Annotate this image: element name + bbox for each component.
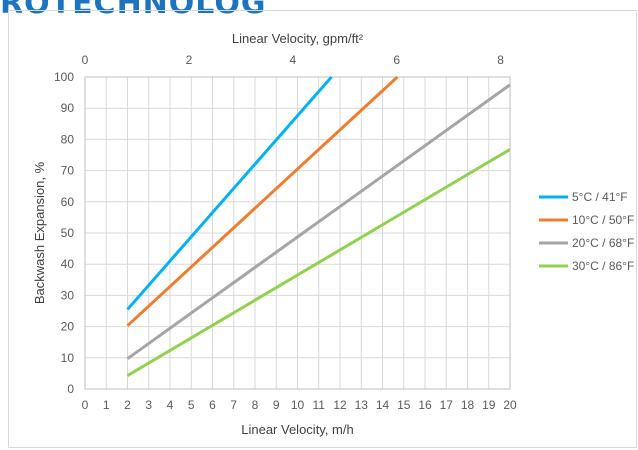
- y-tick-label: 50: [61, 226, 75, 240]
- y-tick-label: 10: [61, 351, 75, 365]
- x-bottom-tick-label: 0: [82, 398, 89, 412]
- x-bottom-tick-label: 2: [124, 398, 131, 412]
- x-bottom-tick-label: 10: [291, 398, 305, 412]
- y-tick-label: 90: [61, 101, 75, 115]
- y-tick-label: 0: [67, 382, 74, 396]
- y-tick-label: 30: [61, 288, 75, 302]
- x-bottom-tick-label: 13: [355, 398, 369, 412]
- x-bottom-tick-label: 1: [103, 398, 110, 412]
- legend-label: 5°C / 41°F: [572, 190, 628, 204]
- series-line: [126, 83, 511, 360]
- series-line: [126, 76, 333, 311]
- legend-label: 30°C / 86°F: [572, 259, 634, 273]
- plot-area-border: [84, 76, 511, 390]
- series-line: [126, 75, 399, 327]
- x-bottom-tick-label: 12: [333, 398, 347, 412]
- x-bottom-axis-title: Linear Velocity, m/h: [241, 422, 353, 437]
- series-lines: [126, 75, 511, 377]
- x-top-tick-label: 8: [497, 53, 504, 67]
- x-top-tick-label: 0: [82, 53, 89, 67]
- y-tick-label: 40: [61, 257, 75, 271]
- x-bottom-tick-label: 11: [313, 398, 326, 412]
- series-line: [126, 148, 511, 377]
- x-top-tick-label: 2: [186, 53, 193, 67]
- x-top-tick-label: 4: [289, 53, 296, 67]
- legend: 5°C / 41°F 10°C / 50°F 20°C / 68°F 30°C / 8…: [539, 190, 634, 273]
- x-bottom-tick-label: 4: [167, 398, 174, 412]
- x-bottom-tick-label: 5: [188, 398, 195, 412]
- y-axis-title: Backwash Expansion, %: [32, 161, 47, 304]
- x-bottom-tick-label: 18: [461, 398, 475, 412]
- legend-label: 20°C / 68°F: [572, 236, 634, 250]
- x-bottom-tick-label: 3: [145, 398, 152, 412]
- y-tick-label: 100: [54, 70, 74, 84]
- y-tick-label: 80: [61, 132, 75, 146]
- x-bottom-tick-label: 19: [482, 398, 496, 412]
- legend-label: 10°C / 50°F: [572, 213, 634, 227]
- y-tick-label: 20: [61, 320, 75, 334]
- x-bottom-tick-label: 16: [418, 398, 432, 412]
- x-bottom-tick-label: 20: [503, 398, 517, 412]
- x-top-tick-label: 6: [393, 53, 400, 67]
- axes: 0 1 2 3 4 5 6 7 8 9 10 11 12 13 14 15 16 17 18 19 200 2 4 6 8010…: [32, 31, 517, 437]
- x-bottom-tick-label: 17: [440, 398, 454, 412]
- x-bottom-tick-label: 6: [209, 398, 216, 412]
- chart-area-border: [8, 10, 637, 448]
- x-bottom-tick-label: 8: [252, 398, 259, 412]
- x-bottom-tick-label: 15: [397, 398, 411, 412]
- x-bottom-tick-label: 9: [273, 398, 280, 412]
- x-bottom-tick-label: 14: [376, 398, 390, 412]
- x-bottom-tick-label: 7: [230, 398, 237, 412]
- y-tick-label: 70: [61, 164, 75, 178]
- x-top-axis-title: Linear Velocity, gpm/ft²: [232, 31, 364, 46]
- y-tick-label: 60: [61, 195, 75, 209]
